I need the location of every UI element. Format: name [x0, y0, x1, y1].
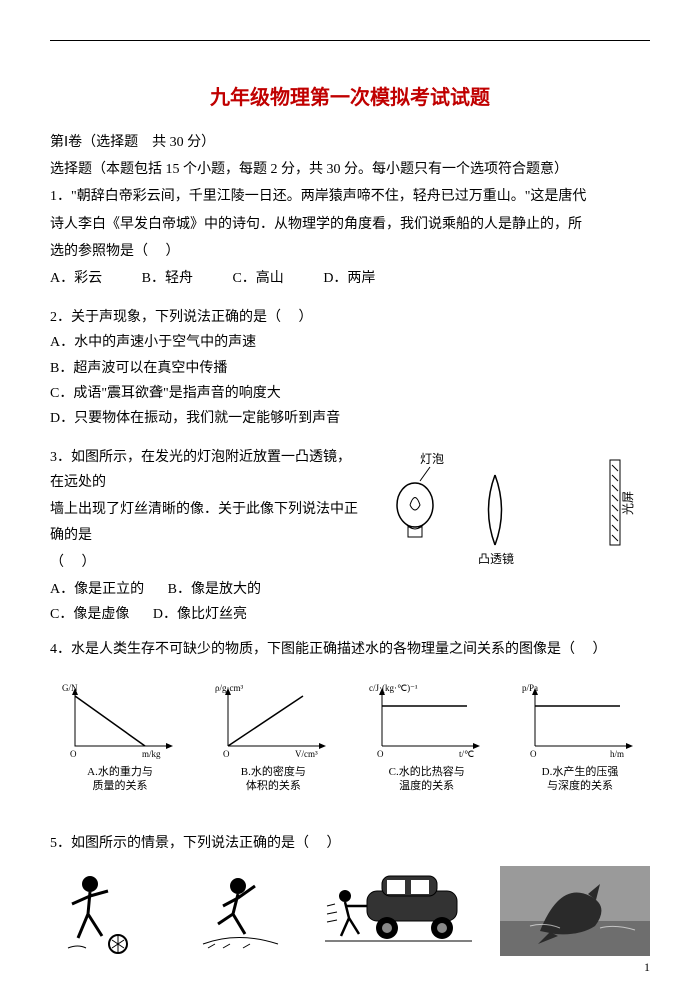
q4b-caption: B.水的密度与 体积的关系 [203, 765, 343, 794]
q1-line2: 诗人李白《早发白帝城》中的诗句．从物理学的角度看，我们说乘船的人是静止的，所 [50, 212, 650, 237]
q3-choice-d: D．像比灯丝亮 [153, 602, 247, 627]
q3-choices-row1: A．像是正立的 B．像是放大的 [50, 577, 362, 602]
q2-stem: 2．关于声现象，下列说法正确的是（ ） [50, 305, 650, 330]
q4-graph-a: G/N O m/kg A.水的重力与 质量的关系 [50, 681, 190, 794]
wall-label: 光屏 [621, 491, 635, 515]
q1-line1: 1．"朝辞白帝彩云间，千里江陵一日还。两岸猿声啼不住，轻舟已过万重山。"这是唐代 [50, 184, 650, 209]
q4-graphs: G/N O m/kg A.水的重力与 质量的关系 ρ/g·cm³ O [50, 681, 650, 794]
q3-choice-a: A．像是正立的 [50, 577, 144, 602]
q2-choice-c: C．成语"震耳欲聋"是指声音的响度大 [50, 381, 650, 406]
page-number: 1 [644, 960, 650, 975]
instructions: 选择题（本题包括 15 个小题，每题 2 分，共 30 分。每小题只有一个选项符… [50, 157, 650, 182]
top-rule [50, 40, 650, 41]
q3-line3: （ ） [50, 550, 362, 575]
q4c-xlabel: t/℃ [459, 749, 474, 759]
q4-graph-b: ρ/g·cm³ O V/cm³ B.水的密度与 体积的关系 [203, 681, 343, 794]
q3-figure: 灯泡 凸透镜 光屏 [370, 445, 650, 570]
q4-graph-c: c/J·(kg·℃)⁻¹ O t/℃ C.水的比热容与 温度的关系 [357, 681, 497, 794]
q3-choice-b: B．像是放大的 [168, 577, 261, 602]
q3-line2: 墙上出现了灯丝清晰的像．关于此像下列说法中正确的是 [50, 497, 362, 547]
q5-images [50, 866, 650, 961]
q5-img-c [317, 866, 477, 961]
svg-text:O: O [377, 749, 384, 759]
lens-label: 凸透镜 [478, 551, 514, 565]
q4c-caption: C.水的比热容与 温度的关系 [357, 765, 497, 794]
q1-line3: 选的参照物是（ ） [50, 239, 650, 264]
q3-choice-c: C．像是虚像 [50, 602, 129, 627]
exam-title: 九年级物理第一次模拟考试试题 [50, 81, 650, 110]
q4c-ylabel: c/J·(kg·℃)⁻¹ [369, 683, 418, 693]
q1-choice-a: A．彩云 [50, 266, 102, 291]
q4b-xlabel: V/cm³ [295, 749, 318, 759]
q2-choice-a: A．水中的声速小于空气中的声速 [50, 330, 650, 355]
q4d-caption: D.水产生的压强 与深度的关系 [510, 765, 650, 794]
q3-choices-row2: C．像是虚像 D．像比灯丝亮 [50, 602, 362, 627]
q4a-caption: A.水的重力与 质量的关系 [50, 765, 190, 794]
svg-text:O: O [530, 749, 537, 759]
q1-choice-b: B．轻舟 [142, 266, 193, 291]
q3-line1: 3．如图所示，在发光的灯泡附近放置一凸透镜，在远处的 [50, 445, 362, 495]
svg-text:O: O [223, 749, 230, 759]
q5-img-d [500, 866, 650, 961]
q4a-xlabel: m/kg [142, 749, 161, 759]
q5-img-a [50, 866, 160, 961]
q5-stem: 5．如图所示的情景，下列说法正确的是（ ） [50, 831, 650, 856]
q1-choices: A．彩云 B．轻舟 C．高山 D．两岸 [50, 266, 650, 291]
q4-stem: 4．水是人类生存不可缺少的物质，下图能正确描述水的各物理量之间关系的图像是（ ） [50, 637, 650, 662]
q2-choice-d: D．只要物体在振动，我们就一定能够听到声音 [50, 406, 650, 431]
q4-graph-d: p/Pa O h/m D.水产生的压强 与深度的关系 [510, 681, 650, 794]
q5-img-b [183, 866, 293, 961]
section-header: 第Ⅰ卷（选择题 共 30 分） [50, 130, 650, 155]
q2-choice-b: B．超声波可以在真空中传播 [50, 356, 650, 381]
q1-choice-d: D．两岸 [323, 266, 375, 291]
q1-choice-c: C．高山 [232, 266, 283, 291]
svg-text:O: O [70, 749, 77, 759]
q4d-xlabel: h/m [610, 749, 624, 759]
bulb-label: 灯泡 [420, 452, 444, 466]
